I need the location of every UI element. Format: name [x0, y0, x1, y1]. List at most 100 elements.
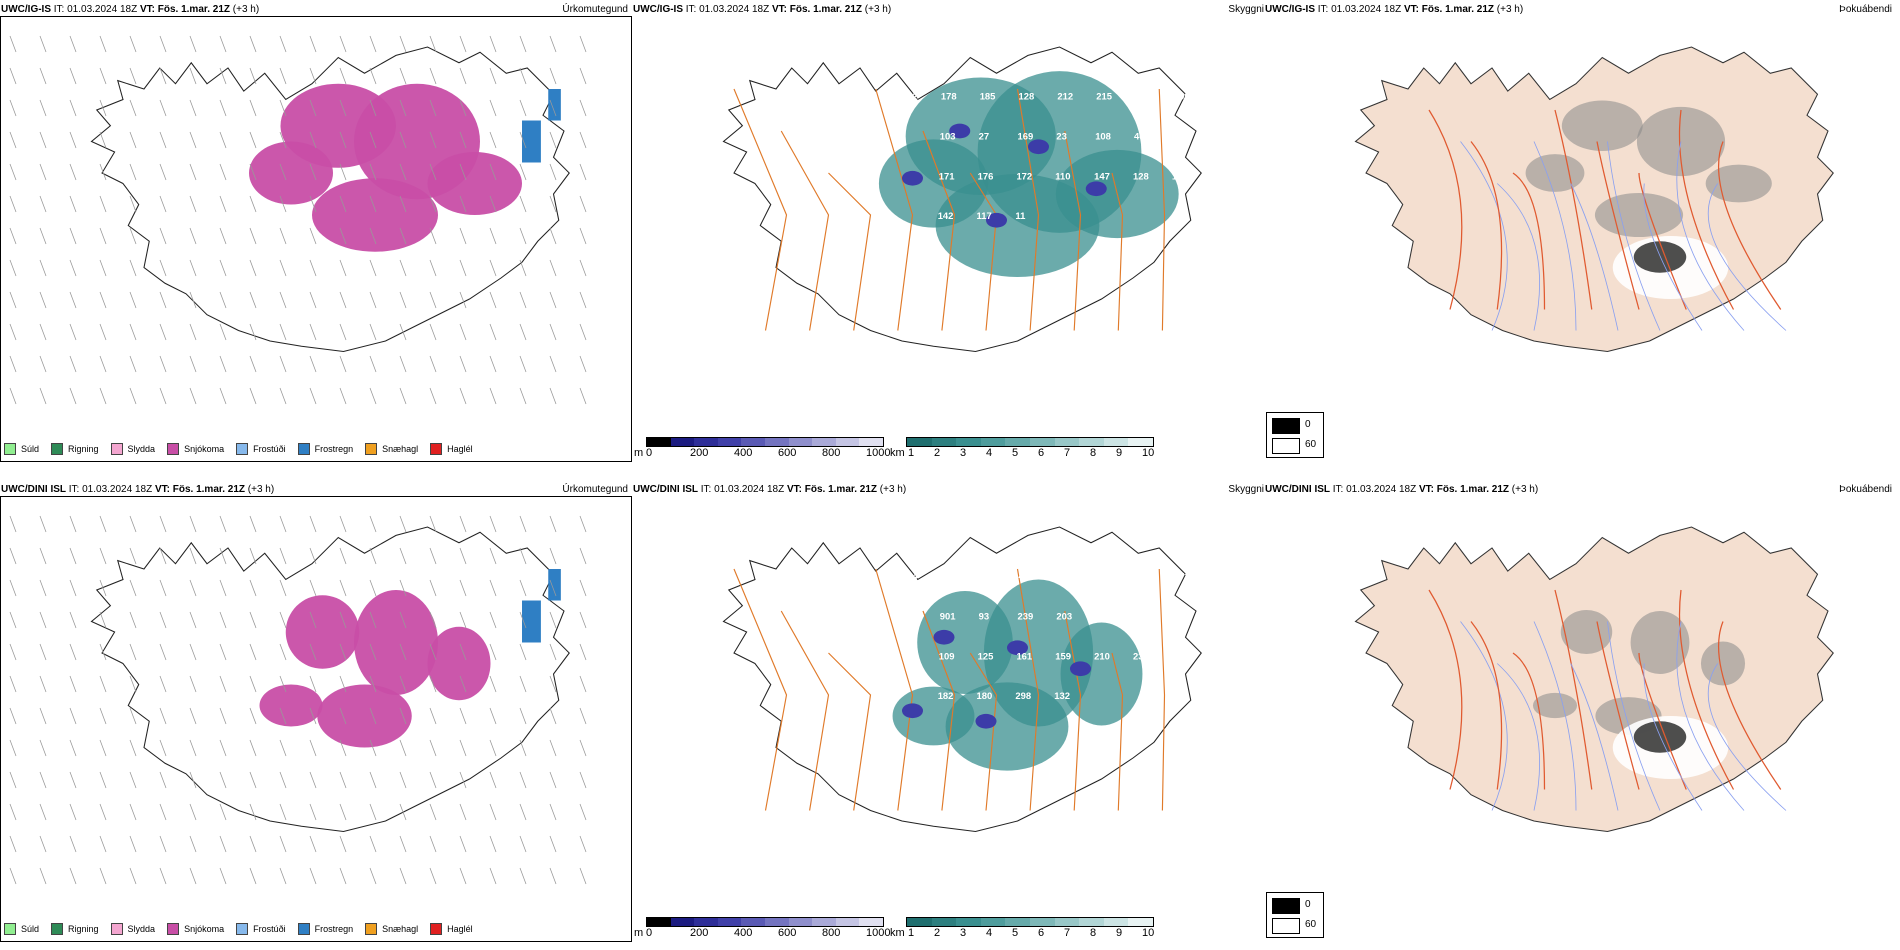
legend-label: Slydda [127, 444, 156, 454]
vt-label: VT: [1403, 4, 1419, 15]
it-label: IT: [53, 4, 65, 15]
fog-key-high-swatch [1272, 918, 1300, 934]
elevation-label: 139 [1096, 572, 1112, 583]
elevation-label: 11 [1015, 211, 1025, 222]
issue-time: 01.03.2024 18Z [1346, 484, 1417, 495]
fog-key-high-swatch [1272, 438, 1300, 454]
visibility-tick: 2 [934, 447, 941, 459]
model-name: UWC/DINI ISL [1, 484, 66, 495]
valid-time: Fös. 1.mar. 21Z [804, 484, 878, 495]
panel-title: Skyggni [1228, 484, 1264, 495]
issue-time: 01.03.2024 18Z [714, 484, 785, 495]
issue-time: 01.03.2024 18Z [67, 4, 138, 15]
legend-label: Snjókoma [184, 924, 225, 934]
legend-swatch [4, 923, 16, 935]
map-precip [9, 515, 587, 885]
visibility-tick: 3 [960, 927, 967, 939]
elevation-label: 110 [1055, 171, 1070, 182]
panel-title: Þokuábendi [1839, 4, 1892, 15]
elevation-label: 159 [1055, 651, 1071, 662]
legend-item: Frostúði [236, 922, 286, 936]
panel-fog-2: UWC/DINI ISL IT: 01.03.2024 18Z VT: Fös.… [1264, 480, 1896, 942]
elevation-label: 142 [938, 211, 954, 222]
height-tick: 1000 [866, 927, 891, 939]
elevation-label: 161 [1016, 651, 1032, 662]
legend-item: Snæhagl [365, 922, 418, 936]
elevation-label: 180 [977, 691, 993, 702]
height-tick: 400 [734, 447, 753, 459]
legend-label: Haglél [447, 924, 473, 934]
panel-precip-2: UWC/DINI ISL IT: 01.03.2024 18Z VT: Fös.… [0, 480, 632, 942]
elevation-label: 27 [979, 131, 990, 142]
visibility-tick: 9 [1116, 927, 1123, 939]
elevation-label: 117 [1135, 572, 1150, 583]
model-name: UWC/DINI ISL [1265, 484, 1330, 495]
panel-title: Þokuábendi [1839, 484, 1892, 495]
elevation-label: 98 [1173, 131, 1184, 142]
fog-key-low: 0 [1305, 419, 1311, 430]
height-tick: 0 [646, 927, 653, 939]
visibility-tick: 1 [908, 927, 915, 939]
visibility-tick: 7 [1064, 447, 1071, 459]
elevation-label: 132 [1054, 691, 1070, 702]
lead-time: (+3 h) [232, 4, 260, 15]
it-label: IT: [685, 4, 697, 15]
elevation-label: 172 [1016, 171, 1032, 182]
vt-label: VT: [1418, 484, 1434, 495]
elevation-label: 212 [1057, 92, 1073, 103]
visibility-tick: 10 [1142, 927, 1155, 939]
height-tick: 400 [734, 927, 753, 939]
height-unit: m [634, 447, 644, 459]
legend-swatch [236, 443, 249, 455]
legend-label: Frostúði [253, 444, 286, 454]
visibility-tick: 9 [1116, 447, 1123, 459]
legend-item: Frostúði [236, 442, 286, 456]
map-vis: 434 230 202 443 256 139 117 271 901 93 239 203 152 35… [722, 526, 1202, 833]
visibility-tick: 10 [1142, 447, 1155, 459]
legend-label: Slydda [127, 924, 156, 934]
elevation-label: 790 [1174, 92, 1190, 103]
elevation-label: 23 [1056, 131, 1067, 142]
height-tick: 600 [778, 447, 797, 459]
elevation-label: 101 [1172, 651, 1188, 662]
legend-label: Súld [21, 444, 40, 454]
map-fog [1354, 46, 1834, 353]
fog-key-low-swatch [1272, 898, 1300, 914]
visibility-tick: 5 [1012, 447, 1019, 459]
elevation-label: 103 [940, 131, 956, 142]
elevation-label: 230 [941, 572, 957, 583]
lead-time: (+3 h) [1511, 484, 1539, 495]
elevation-label: 215 [1096, 92, 1112, 103]
map-precip [9, 35, 587, 405]
legend-item: Haglél [430, 442, 473, 456]
elevation-label: 256 [1057, 572, 1073, 583]
legend-label: Snæhagl [382, 924, 419, 934]
legend-item: Rigning [51, 922, 99, 936]
elevation-label: 901 [940, 611, 956, 622]
visibility-tick: 8 [1090, 927, 1097, 939]
legend-item: Frostregn [297, 922, 353, 936]
elevation-label: 212 [902, 92, 918, 103]
model-name: UWC/IG-IS [1265, 4, 1315, 15]
it-label: IT: [68, 484, 80, 495]
it-label: IT: [700, 484, 712, 495]
panel-title: Skyggni [1228, 4, 1264, 15]
vt-label: VT: [786, 484, 802, 495]
elevation-label: 169 [1018, 131, 1034, 142]
legend-label: Súld [21, 924, 40, 934]
legend-swatch [297, 443, 310, 455]
panel-frame [0, 496, 632, 942]
panel-vis-1: UWC/IG-IS IT: 01.03.2024 18Z VT: Fös. 1.… [632, 0, 1264, 462]
fog-key-low: 0 [1305, 899, 1311, 910]
precip-type-legend: Súld Rigning Slydda Snjókoma Frostúði Frostre… [4, 922, 485, 936]
panel-header: UWC/IG-IS IT: 01.03.2024 18Z VT: Fös. 1.… [1265, 3, 1892, 17]
height-tick: 600 [778, 927, 797, 939]
elevation-label: 203 [1056, 611, 1072, 622]
panel-precip-1: UWC/IG-IS IT: 01.03.2024 18Z VT: Fös. 1.… [0, 0, 632, 462]
fog-key-high: 60 [1305, 439, 1317, 450]
legend-swatch [430, 923, 443, 935]
panel-title: Úrkomutegund [562, 4, 628, 15]
legend-swatch [51, 923, 64, 935]
valid-time: Fös. 1.mar. 21Z [157, 4, 231, 15]
visibility-tick: 3 [960, 447, 967, 459]
